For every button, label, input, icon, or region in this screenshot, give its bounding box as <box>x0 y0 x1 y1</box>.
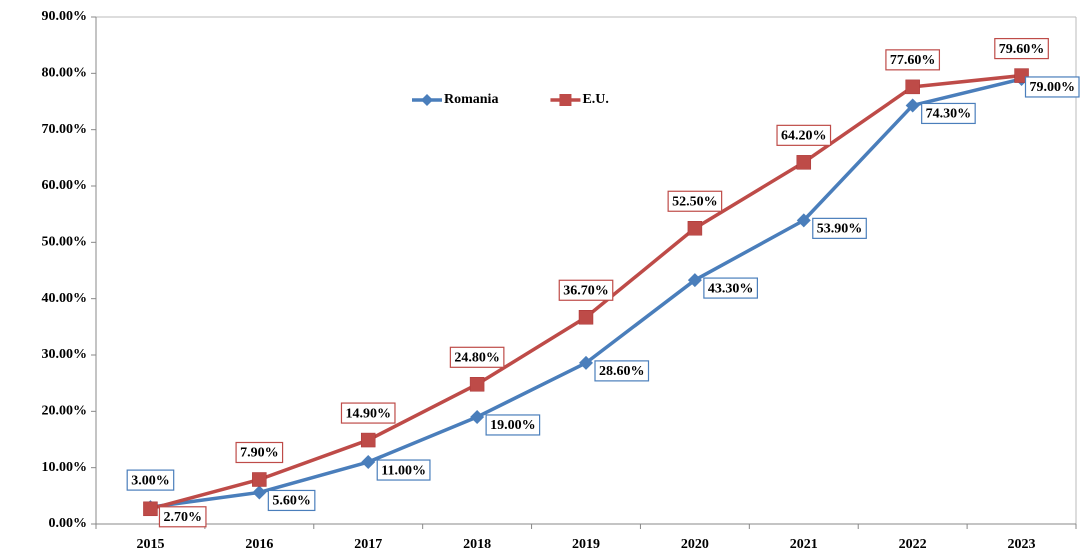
data-label-text: 3.00% <box>131 473 170 488</box>
data-label-box <box>158 506 207 528</box>
data-label: 79.60% <box>994 37 1049 60</box>
data-label-box <box>376 459 431 481</box>
marker <box>579 355 593 370</box>
y-tick-label: 40.00% <box>42 291 88 306</box>
x-tick-label: 2017 <box>354 537 382 552</box>
marker <box>687 273 702 288</box>
marker <box>796 213 811 228</box>
data-label-text: 53.90% <box>817 222 863 237</box>
marker <box>905 79 920 95</box>
data-label-text: 19.00% <box>490 418 536 433</box>
data-label-text: 28.60% <box>599 364 645 379</box>
data-label-box <box>485 414 541 436</box>
data-label: 19.00% <box>485 414 541 436</box>
data-label-text: 74.30% <box>926 107 972 122</box>
y-tick-label: 10.00% <box>42 460 88 475</box>
data-label-box <box>235 441 284 464</box>
marker <box>687 221 703 236</box>
data-label: 14.90% <box>340 402 396 424</box>
data-label-box <box>449 346 505 368</box>
marker <box>361 455 376 470</box>
data-label-text: 36.70% <box>563 283 609 298</box>
data-label: 79.00% <box>1024 76 1080 98</box>
data-label-box <box>340 402 396 424</box>
marker <box>905 98 920 113</box>
data-label-text: 64.20% <box>781 129 827 144</box>
legend-label: Romania <box>444 92 498 107</box>
marker <box>469 377 485 392</box>
data-label-box <box>703 277 758 299</box>
data-label-text: 79.00% <box>1030 80 1076 95</box>
data-label-box <box>1024 76 1080 98</box>
data-label-box <box>267 489 316 512</box>
data-label: 28.60% <box>594 360 650 382</box>
data-label-box <box>921 102 976 125</box>
marker <box>578 310 594 325</box>
data-label: 64.20% <box>776 124 832 146</box>
data-label-box <box>667 190 723 212</box>
legend-label: E.U. <box>582 92 608 107</box>
data-label-text: 14.90% <box>345 406 391 421</box>
marker <box>470 409 485 424</box>
data-label: 3.00% <box>126 469 175 491</box>
y-tick-label: 80.00% <box>42 66 88 81</box>
data-label-text: 77.60% <box>890 53 936 68</box>
data-label-text: 52.50% <box>672 194 718 209</box>
data-label-box <box>776 124 832 146</box>
x-tick-label: 2019 <box>572 537 600 552</box>
data-label-box <box>558 279 614 301</box>
marker <box>252 472 267 487</box>
x-tick-label: 2016 <box>245 537 273 552</box>
y-tick-label: 70.00% <box>42 122 88 137</box>
data-label-box <box>594 360 650 382</box>
data-label-text: 43.30% <box>708 281 754 296</box>
data-label-text: 7.90% <box>240 446 279 461</box>
y-tick-label: 60.00% <box>42 178 88 193</box>
marker <box>143 501 158 517</box>
data-label: 5.60% <box>267 489 316 512</box>
marker <box>796 155 812 170</box>
legend-marker <box>421 94 433 106</box>
data-label: 43.30% <box>703 277 758 299</box>
data-label-box <box>126 469 175 491</box>
x-tick-label: 2022 <box>899 537 927 552</box>
data-label-text: 2.70% <box>163 510 202 525</box>
data-label: 7.90% <box>235 441 284 464</box>
data-label-text: 5.60% <box>272 494 311 509</box>
data-label-text: 79.60% <box>999 42 1045 57</box>
y-tick-label: 90.00% <box>42 9 88 24</box>
data-label: 11.00% <box>376 459 431 481</box>
data-label-text: 11.00% <box>381 463 426 478</box>
data-label: 36.70% <box>558 279 614 301</box>
y-tick-label: 20.00% <box>42 404 88 419</box>
data-label: 24.80% <box>449 346 505 368</box>
x-tick-label: 2023 <box>1008 537 1036 552</box>
data-label-box <box>885 49 941 71</box>
x-tick-label: 2021 <box>790 537 818 552</box>
y-tick-label: 50.00% <box>42 235 88 250</box>
data-label: 52.50% <box>667 190 723 212</box>
marker <box>360 432 376 448</box>
data-label-text: 24.80% <box>454 351 500 366</box>
data-label-box <box>812 217 867 239</box>
y-tick-label: 30.00% <box>42 347 88 362</box>
x-tick-label: 2020 <box>681 537 709 552</box>
data-label: 77.60% <box>885 49 941 71</box>
data-label: 74.30% <box>921 102 976 125</box>
data-label-box <box>994 37 1049 60</box>
data-label: 2.70% <box>158 506 207 528</box>
marker <box>252 485 267 500</box>
x-tick-label: 2018 <box>463 537 491 552</box>
y-tick-label: 0.00% <box>49 516 88 531</box>
x-tick-label: 2015 <box>136 537 164 552</box>
legend-marker <box>559 94 572 106</box>
data-label: 53.90% <box>812 217 867 239</box>
